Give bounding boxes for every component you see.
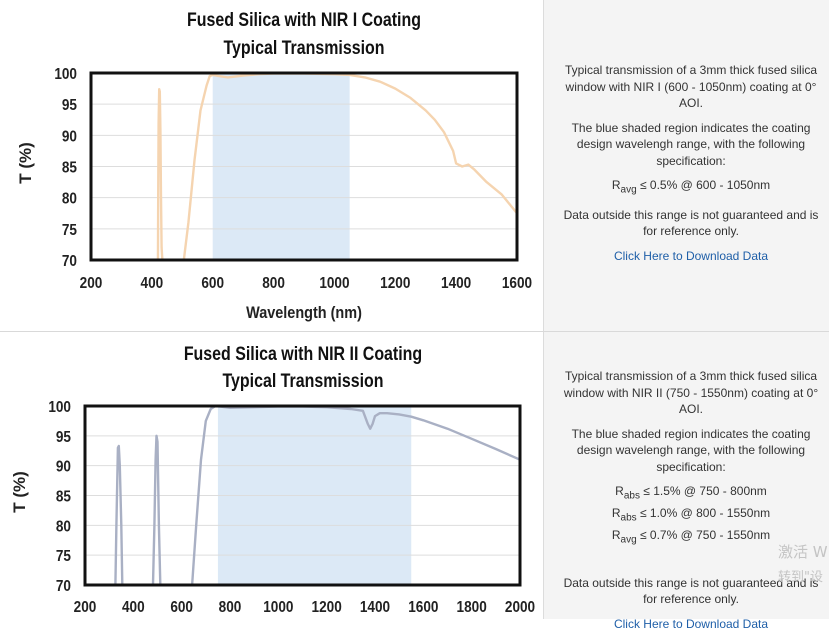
x-tick-label: 1000 <box>263 599 293 616</box>
plot-frame <box>89 71 519 262</box>
y-tick-label: 80 <box>62 191 77 208</box>
disclaimer-text: Data outside this range is not guarantee… <box>563 575 819 607</box>
spec-line: Ravg ≤ 0.5% @ 600 - 1050nm <box>611 178 771 196</box>
x-tick-label: 1400 <box>441 275 471 292</box>
description-text-nir-i: Typical transmission of a 3mm thick fuse… <box>558 62 824 272</box>
spec-line: Rabs ≤ 1.5% @ 750 - 800nm <box>615 484 767 502</box>
chart-nir-ii: Fused Silica with NIR II Coating Typical … <box>10 343 535 617</box>
x-tick-label: 600 <box>170 599 193 616</box>
shaded-region-note: The blue shaded region indicates the coa… <box>571 426 811 474</box>
y-tick-label: 100 <box>48 399 71 416</box>
spec-line: Rabs ≤ 1.0% @ 800 - 1550nm <box>611 505 771 524</box>
y-tick-label: 75 <box>62 222 77 239</box>
x-tick-label: 1600 <box>502 275 532 292</box>
description-panel-nir-i: Typical transmission of a 3mm thick fuse… <box>543 0 829 331</box>
y-tick-label: 85 <box>56 489 71 506</box>
x-tick-label: 1800 <box>457 599 487 616</box>
x-tick-label: 1400 <box>360 599 390 616</box>
y-tick-label: 70 <box>62 253 77 270</box>
chart-section-nir-ii: Fused Silica with NIR II Coating Typical … <box>0 332 829 631</box>
y-axis-label: T (%) <box>16 142 35 184</box>
y-tick-label: 90 <box>56 459 71 476</box>
x-tick-label: 800 <box>262 275 285 292</box>
watermark-text-line1: 激活 W <box>778 543 828 561</box>
x-tick-label: 1000 <box>319 275 349 292</box>
x-tick-label: 200 <box>80 275 103 292</box>
x-axis-label: Wavelength (nm) <box>246 304 362 322</box>
description-text-nir-ii: Typical transmission of a 3mm thick fuse… <box>558 368 824 640</box>
x-tick-label: 2000 <box>505 599 535 616</box>
download-data-link[interactable]: Click Here to Download Data <box>613 248 769 263</box>
shaded-region-note: The blue shaded region indicates the coa… <box>571 120 811 168</box>
y-tick-label: 95 <box>56 429 71 446</box>
plot-frame <box>83 404 522 587</box>
spec-list: Rabs ≤ 1.5% @ 750 - 800nm Rabs ≤ 1.0% @ … <box>558 483 824 549</box>
x-tick-label: 1600 <box>408 599 438 616</box>
y-tick-label: 100 <box>54 66 77 83</box>
intro-text: Typical transmission of a 3mm thick fuse… <box>564 63 818 110</box>
section-divider <box>0 331 829 332</box>
watermark-text-line2: 转到"设 <box>778 570 823 585</box>
chart-title: Fused Silica with NIR II Coating <box>184 343 422 365</box>
chart-nir-i: Fused Silica with NIR I Coating Typical T… <box>16 9 532 323</box>
y-tick-label: 95 <box>62 97 77 114</box>
chart-subtitle: Typical Transmission <box>222 370 383 392</box>
y-tick-label: 70 <box>56 578 71 595</box>
transmission-series-line <box>156 73 517 260</box>
description-panel-nir-ii: Typical transmission of a 3mm thick fuse… <box>543 332 829 631</box>
chart-section-nir-i: Fused Silica with NIR I Coating Typical T… <box>16 0 829 331</box>
y-tick-label: 85 <box>62 160 77 177</box>
x-tick-label: 800 <box>219 599 242 616</box>
x-tick-label: 600 <box>201 275 224 292</box>
x-tick-label: 1200 <box>312 599 342 616</box>
x-tick-label: 400 <box>122 599 145 616</box>
disclaimer-text: Data outside this range is not guarantee… <box>563 207 819 239</box>
x-tick-label: 400 <box>141 275 164 292</box>
y-axis-label: T (%) <box>10 471 29 513</box>
x-tick-label: 200 <box>74 599 97 616</box>
y-tick-label: 90 <box>62 128 77 145</box>
spec-list: Ravg ≤ 0.5% @ 600 - 1050nm <box>558 177 824 199</box>
intro-text: Typical transmission of a 3mm thick fuse… <box>563 369 819 416</box>
spec-line: Ravg ≤ 0.7% @ 750 - 1550nm <box>611 527 771 546</box>
chart-subtitle: Typical Transmission <box>223 37 384 59</box>
chart-title: Fused Silica with NIR I Coating <box>187 9 421 31</box>
y-tick-label: 75 <box>56 548 71 565</box>
x-tick-label: 1200 <box>380 275 410 292</box>
y-tick-label: 80 <box>56 518 71 535</box>
